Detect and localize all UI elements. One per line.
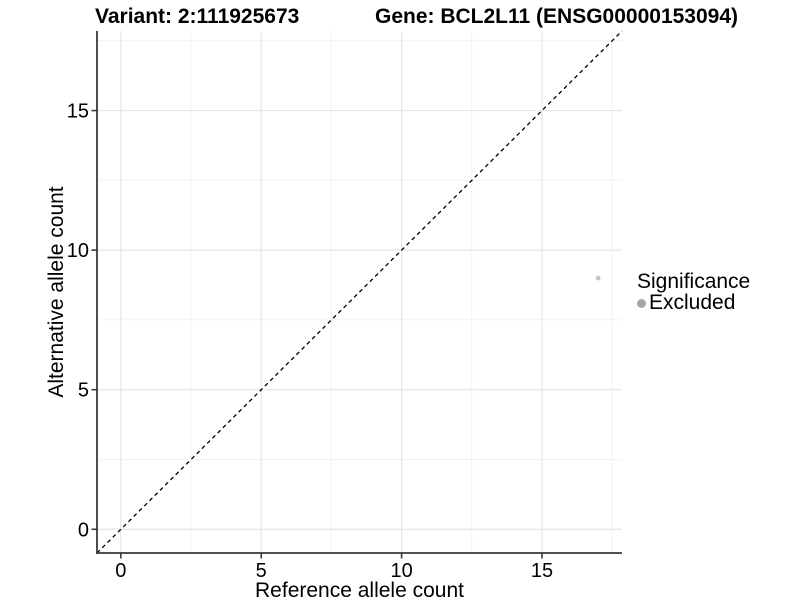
y-axis-title: Alternative allele count [45,186,68,398]
legend-item-excluded: Excluded [637,291,750,314]
x-tick-label: 10 [390,560,412,582]
y-tick-label: 0 [78,519,89,541]
variant-title: Variant: 2:111925673 [95,5,300,28]
x-tick-label: 0 [115,560,126,582]
y-tick-label: 10 [67,240,89,262]
legend: Significance Excluded [637,270,751,314]
gene-title: Gene: BCL2L11 (ENSG00000153094) [375,5,739,28]
x-axis-title: Reference allele count [255,579,464,600]
legend-title: Significance [637,270,751,293]
data-point [595,275,601,281]
y-tick-label: 5 [78,380,89,402]
x-tick-label: 15 [531,560,553,582]
identity-dashed-line [96,30,623,554]
y-tick-label: 15 [67,101,89,123]
excluded-marker-icon [637,298,646,308]
legend-item-label: Excluded [649,291,736,314]
x-tick-label: 5 [256,560,267,582]
